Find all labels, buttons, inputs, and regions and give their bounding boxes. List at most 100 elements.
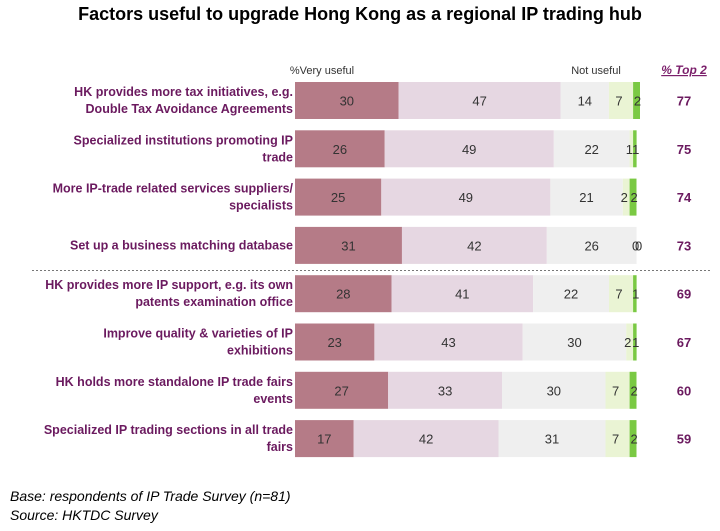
- top2-value: 74: [677, 190, 692, 205]
- header-top2: % Top 2: [661, 63, 707, 77]
- bar-segment: [633, 130, 637, 168]
- plot-area: HK provides more tax initiatives, e.g. Do…: [32, 82, 712, 458]
- category-label: Specialized IP trading sections in all t…: [44, 423, 293, 454]
- data-label: 22: [564, 287, 578, 302]
- bar-segment: [553, 130, 630, 168]
- data-label: 17: [317, 432, 331, 447]
- data-label: 0: [632, 238, 639, 253]
- category-label: HK holds more standalone IP trade fairs e…: [56, 375, 293, 406]
- bar-segment: [295, 371, 389, 409]
- bar-segment: [629, 130, 634, 168]
- data-label: 2: [624, 335, 631, 350]
- data-label: 27: [334, 383, 348, 398]
- data-label: 33: [438, 383, 452, 398]
- data-label: 2: [630, 190, 637, 205]
- bar-segment: [388, 371, 502, 409]
- bar-segment: [605, 420, 630, 458]
- bar-segment: [384, 130, 554, 168]
- top2-value: 69: [677, 287, 691, 302]
- data-label: 1: [626, 142, 633, 157]
- data-label: 43: [441, 335, 455, 350]
- data-label: 7: [615, 94, 622, 109]
- data-label: 1: [632, 335, 639, 350]
- bar-segment: [295, 130, 385, 168]
- bar-segment: [295, 275, 392, 313]
- data-label: 49: [459, 190, 473, 205]
- data-label: 7: [615, 287, 622, 302]
- header-very-useful: %Very useful: [290, 65, 354, 77]
- top2-value: 75: [677, 142, 691, 157]
- bar-segment: [398, 82, 561, 119]
- header-not-useful: Not useful: [571, 65, 621, 77]
- data-label: 23: [327, 335, 341, 350]
- data-label: 1: [632, 142, 639, 157]
- bar-segment: [381, 178, 551, 216]
- bar-segment: [374, 323, 523, 361]
- data-label: 31: [545, 432, 559, 447]
- top2-value: 59: [677, 432, 691, 447]
- bar-segment: [633, 275, 637, 313]
- data-label: 28: [336, 287, 350, 302]
- bar-segment: [560, 82, 609, 119]
- data-label: 30: [340, 94, 354, 109]
- category-label: Specialized institutions promoting IP tra…: [74, 133, 294, 164]
- bar-segment: [353, 420, 499, 458]
- bar-segment: [498, 420, 606, 458]
- data-label: 21: [579, 190, 593, 205]
- category-label: Improve quality & varieties of IP exhibit…: [103, 327, 293, 358]
- bar-segment: [391, 275, 534, 313]
- data-label: 14: [578, 94, 592, 109]
- bar-segment: [550, 178, 623, 216]
- data-label: 30: [547, 383, 561, 398]
- data-label: 26: [584, 238, 598, 253]
- category-label: HK provides more IP support, e.g. its ow…: [45, 278, 293, 309]
- data-label: 41: [455, 287, 469, 302]
- data-label: 42: [467, 238, 481, 253]
- bar-segment: [622, 178, 630, 216]
- bar-segment: [608, 82, 634, 119]
- bar-segment: [629, 178, 637, 216]
- data-label: 26: [333, 142, 347, 157]
- data-label: 7: [612, 383, 619, 398]
- top2-value: 77: [677, 94, 691, 109]
- data-label: 25: [331, 190, 345, 205]
- data-label: 2: [621, 190, 628, 205]
- data-label: 2: [630, 432, 637, 447]
- bar-segment: [633, 82, 640, 119]
- bar-segment: [295, 323, 375, 361]
- bar-segment: [295, 420, 354, 458]
- bar-segment: [522, 323, 627, 361]
- data-label: 31: [341, 238, 355, 253]
- data-label: 30: [567, 335, 581, 350]
- bar-segment: [626, 323, 634, 361]
- bar-segment: [295, 226, 402, 264]
- footnote-source: Source: HKTDC Survey: [10, 507, 158, 523]
- category-label: More IP-trade related services suppliers…: [53, 182, 294, 213]
- bar-segment: [502, 371, 606, 409]
- bar-segment: [629, 371, 637, 409]
- data-label: 42: [419, 432, 433, 447]
- bar-segment: [629, 420, 637, 458]
- footnote-base: Base: respondents of IP Trade Survey (n=…: [10, 488, 291, 504]
- data-label: 7: [612, 432, 619, 447]
- bar-segment: [633, 323, 637, 361]
- bar-segment: [533, 275, 609, 313]
- top2-value: 67: [677, 335, 691, 350]
- data-label: 47: [472, 94, 486, 109]
- category-label: Set up a business matching database: [70, 238, 293, 252]
- top2-value: 60: [677, 383, 691, 398]
- bar-segment: [609, 275, 634, 313]
- bar-segment: [295, 178, 382, 216]
- data-label: 49: [462, 142, 476, 157]
- bar-segment: [546, 226, 637, 264]
- bar-segment: [605, 371, 630, 409]
- bar-segment: [401, 226, 547, 264]
- data-label: 0: [635, 238, 642, 253]
- top2-value: 73: [677, 238, 691, 253]
- chart-title: Factors useful to upgrade Hong Kong as a…: [78, 4, 642, 24]
- data-label: 2: [630, 383, 637, 398]
- data-label: 1: [632, 287, 639, 302]
- category-label: HK provides more tax initiatives, e.g. Do…: [74, 85, 293, 116]
- bar-segment: [295, 82, 399, 119]
- data-label: 22: [584, 142, 598, 157]
